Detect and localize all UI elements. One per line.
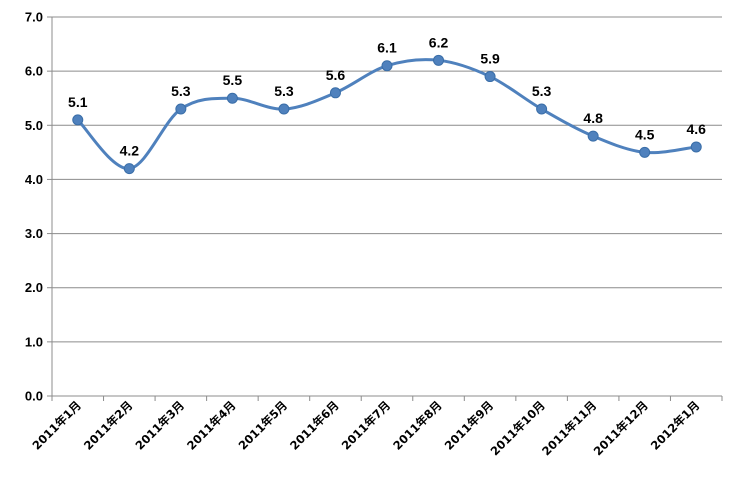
- y-tick-label: 5.0: [25, 118, 43, 133]
- data-point: [690, 141, 702, 153]
- data-label: 4.8: [583, 110, 603, 126]
- data-point: [587, 130, 599, 142]
- data-label: 5.5: [223, 72, 243, 88]
- series-line: [76, 58, 698, 171]
- data-point: [536, 103, 548, 115]
- data-point: [72, 114, 84, 126]
- data-point: [123, 163, 135, 175]
- data-point: [226, 92, 238, 104]
- y-tick-label: 3.0: [25, 226, 43, 241]
- data-point: [175, 103, 187, 115]
- data-point: [433, 54, 445, 66]
- x-tick-label: 2011年9月: [442, 398, 496, 452]
- x-tick-label: 2011年6月: [287, 398, 341, 452]
- data-label: 6.1: [377, 40, 397, 56]
- data-point: [484, 71, 496, 83]
- x-tick-label: 2011年1月: [29, 398, 83, 452]
- x-tick-label: 2011年8月: [390, 398, 444, 452]
- x-tick-label: 2012年1月: [648, 398, 702, 452]
- data-point: [278, 103, 290, 115]
- x-tick-label: 2011年4月: [184, 398, 238, 452]
- x-tick-label: 2011年3月: [133, 398, 187, 452]
- y-tick-label: 4.0: [25, 172, 43, 187]
- data-label: 4.6: [686, 121, 706, 137]
- data-point: [639, 146, 651, 158]
- y-tick-label: 1.0: [25, 334, 43, 349]
- data-label: 5.3: [171, 83, 191, 99]
- data-label: 5.9: [480, 51, 500, 67]
- data-label: 5.6: [326, 67, 346, 83]
- y-tick-label: 7.0: [25, 10, 43, 25]
- data-label: 5.3: [532, 83, 552, 99]
- y-tick-label: 2.0: [25, 280, 43, 295]
- data-label: 4.2: [120, 143, 140, 159]
- data-point: [329, 87, 341, 99]
- data-label: 4.5: [635, 126, 655, 142]
- x-tick-label: 2011年12月: [591, 398, 651, 458]
- x-tick-label: 2011年2月: [81, 398, 135, 452]
- data-label: 6.2: [429, 34, 449, 50]
- data-label: 5.1: [68, 94, 88, 110]
- x-tick-label: 2011年5月: [236, 398, 290, 452]
- data-label: 5.3: [274, 83, 294, 99]
- y-tick-label: 6.0: [25, 64, 43, 79]
- x-tick-label: 2011年7月: [339, 398, 393, 452]
- y-tick-label: 0.0: [25, 389, 43, 404]
- data-point: [381, 60, 393, 72]
